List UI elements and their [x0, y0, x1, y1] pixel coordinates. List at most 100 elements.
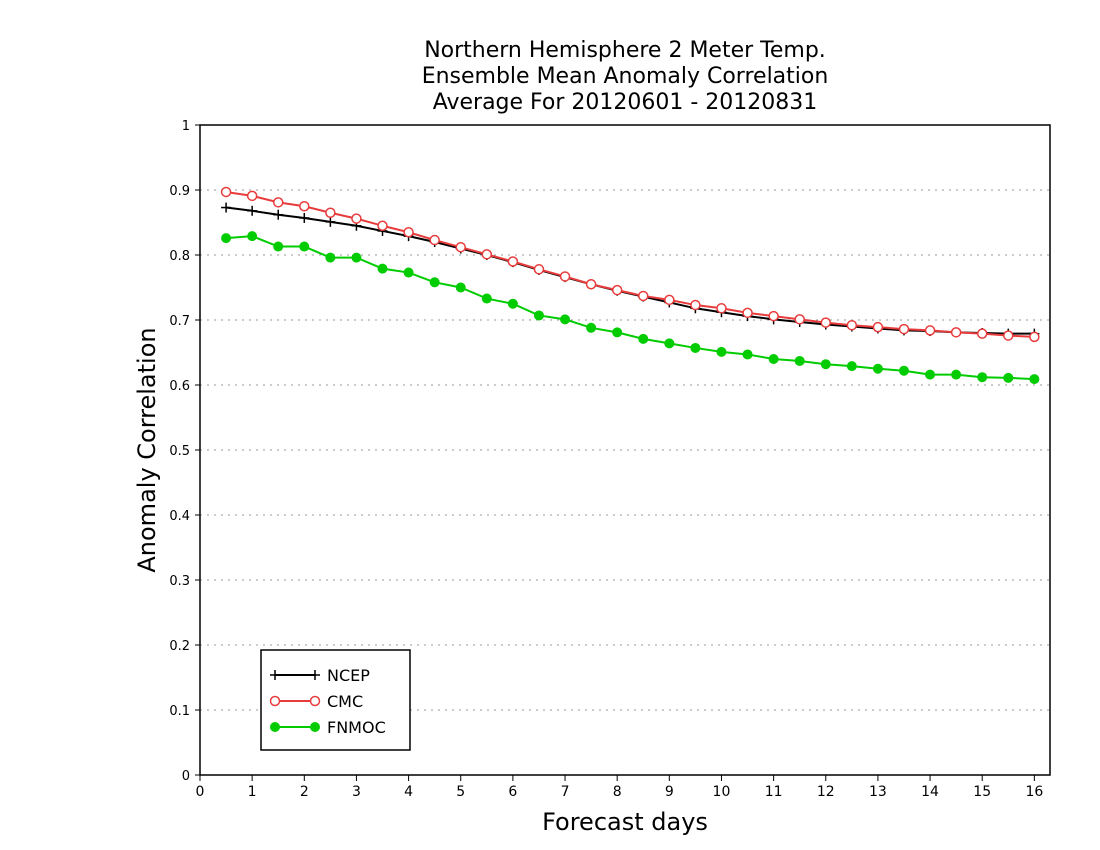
data-point-ncep — [273, 209, 284, 220]
data-point-cmc — [481, 249, 493, 260]
data-point-cmc — [716, 303, 727, 314]
y-tick-label: 0.2 — [169, 639, 190, 654]
data-point-cmc — [272, 197, 284, 208]
data-point-ncep — [325, 216, 336, 227]
data-point-cmc — [924, 325, 936, 336]
data-point-cmc — [872, 321, 884, 333]
data-point-cmc — [611, 284, 623, 296]
data-point-fnmoc — [1029, 374, 1040, 385]
data-point-ncep — [299, 212, 310, 223]
data-point-cmc — [846, 319, 858, 331]
data-point-fnmoc — [898, 365, 909, 376]
x-tick-label: 15 — [973, 784, 991, 800]
data-point-cmc — [742, 307, 753, 319]
data-point-fnmoc — [221, 233, 232, 244]
x-tick-label: 13 — [869, 784, 887, 800]
data-point-fnmoc — [846, 361, 857, 372]
y-axis-label: Anomaly Correlation — [133, 327, 161, 573]
data-point-cmc — [638, 290, 649, 302]
legend-marker-cmc — [269, 695, 281, 707]
y-tick-label: 0.8 — [169, 249, 190, 264]
data-point-cmc — [768, 310, 779, 322]
y-tick-label: 0.6 — [169, 379, 190, 394]
data-point-fnmoc — [612, 327, 623, 338]
data-point-cmc — [220, 186, 232, 198]
data-point-fnmoc — [507, 298, 518, 309]
data-point-fnmoc — [533, 310, 544, 321]
series-line-cmc — [225, 190, 1035, 338]
data-point-cmc — [533, 264, 545, 275]
legend-label-ncep: NCEP — [327, 666, 370, 685]
y-tick-label: 0.9 — [169, 184, 190, 199]
y-tick-label: 0 — [182, 769, 190, 784]
data-point-cmc — [325, 207, 336, 218]
y-tick-label: 1 — [182, 119, 190, 134]
series-line-ncep — [225, 206, 1035, 335]
data-point-fnmoc — [586, 322, 597, 333]
data-point-fnmoc — [560, 314, 571, 325]
data-point-fnmoc — [481, 293, 492, 304]
x-tick-label: 7 — [561, 784, 570, 800]
data-point-cmc — [377, 220, 388, 231]
legend-marker-cmc — [309, 695, 321, 707]
data-point-fnmoc — [820, 359, 831, 370]
data-point-cmc — [976, 328, 988, 339]
data-point-ncep — [221, 202, 232, 213]
y-tick-label: 0.3 — [169, 574, 190, 589]
x-tick-label: 0 — [196, 784, 205, 800]
x-tick-label: 11 — [765, 784, 783, 800]
legend-marker-fnmoc — [270, 722, 280, 732]
data-point-cmc — [246, 190, 258, 202]
x-tick-label: 8 — [613, 784, 622, 800]
data-point-cmc — [585, 279, 597, 290]
data-point-fnmoc — [768, 354, 779, 364]
data-point-fnmoc — [690, 342, 701, 353]
data-point-fnmoc — [951, 369, 962, 380]
data-point-fnmoc — [664, 338, 675, 349]
data-point-cmc — [898, 323, 910, 335]
data-point-cmc — [429, 234, 440, 246]
data-point-cmc — [1003, 330, 1014, 341]
x-tick-label: 16 — [1025, 784, 1043, 800]
data-point-fnmoc — [638, 333, 649, 344]
data-point-fnmoc — [299, 241, 310, 252]
legend-marker-fnmoc — [310, 722, 320, 732]
data-point-cmc — [690, 299, 701, 311]
x-axis-label: Forecast days — [542, 808, 708, 836]
data-point-cmc — [455, 241, 466, 253]
data-point-fnmoc — [977, 372, 988, 383]
chart-title-line-2: Ensemble Mean Anomaly Correlation — [421, 64, 829, 89]
data-point-fnmoc — [247, 231, 258, 242]
legend-marker-ncep — [310, 670, 320, 680]
x-tick-label: 9 — [665, 784, 674, 800]
data-point-fnmoc — [1003, 372, 1014, 383]
data-point-cmc — [507, 256, 519, 267]
data-point-cmc — [403, 227, 414, 238]
legend-label-fnmoc: FNMOC — [327, 718, 386, 737]
data-point-fnmoc — [742, 349, 753, 360]
data-point-cmc — [299, 201, 310, 212]
x-tick-label: 6 — [508, 784, 517, 800]
y-tick-label: 0.4 — [169, 509, 190, 524]
x-tick-label: 2 — [300, 784, 309, 800]
x-tick-label: 3 — [352, 784, 361, 800]
data-point-fnmoc — [794, 355, 805, 366]
data-point-fnmoc — [351, 252, 362, 263]
x-tick-label: 4 — [404, 784, 413, 800]
data-point-cmc — [664, 294, 675, 306]
data-point-fnmoc — [455, 282, 466, 293]
data-point-fnmoc — [872, 363, 883, 374]
data-point-fnmoc — [925, 369, 936, 380]
data-point-fnmoc — [273, 241, 284, 252]
data-point-cmc — [559, 271, 571, 282]
chart-title-line-3: Average For 20120601 - 20120831 — [432, 90, 818, 115]
data-point-cmc — [1029, 331, 1040, 343]
data-point-cmc — [820, 317, 832, 328]
series-line-fnmoc — [225, 235, 1035, 381]
data-point-cmc — [950, 327, 962, 338]
chart-title-line-1: Northern Hemisphere 2 Meter Temp. — [424, 38, 826, 63]
y-tick-label: 0.5 — [169, 444, 190, 459]
data-point-cmc — [794, 314, 805, 325]
